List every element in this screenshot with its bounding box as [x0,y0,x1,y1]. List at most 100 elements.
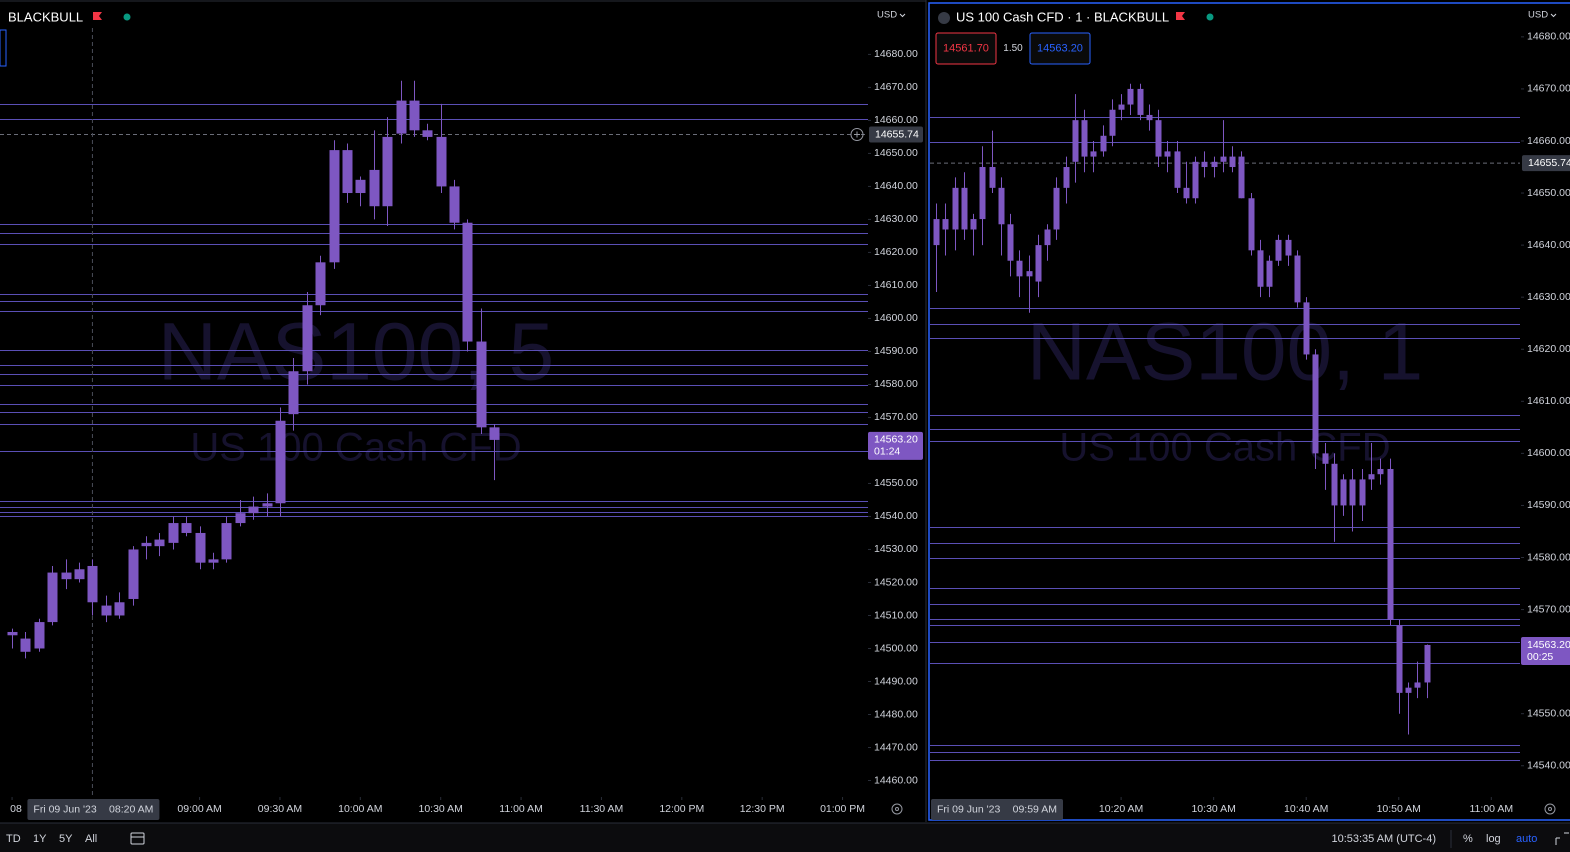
watermark-subtitle: US 100 Cash CFD [1059,426,1390,470]
y-tick-label: 14540.00 [874,510,918,522]
candle-body [1044,229,1051,246]
candle-body [1192,161,1199,199]
y-tick-label: 14610.00 [874,279,918,291]
candle-body [315,262,326,306]
y-tick-label: 14660.00 [1527,135,1570,147]
y-tick-label: 14550.00 [874,477,918,489]
chart-title: BLACKBULL [8,9,83,24]
crosshair-time-box [931,799,1063,820]
y-tick-label: 14570.00 [874,411,918,423]
y-tick-label: 14680.00 [1527,31,1570,43]
candle-body [74,569,85,580]
y-tick-label: 14670.00 [1527,83,1570,95]
currency-caret[interactable] [899,13,906,18]
last-price-box [1521,636,1570,665]
range-button[interactable]: All [85,833,97,845]
y-tick-label: 14460.00 [874,774,918,786]
candle-body [1072,120,1079,162]
candle-body [1211,161,1218,168]
ask-box[interactable] [1029,32,1091,65]
crosshair-time: 09:59 AM [1013,803,1057,815]
y-tick-label: 14590.00 [1527,499,1570,511]
scale-button[interactable]: log [1486,833,1501,845]
candle-body [168,523,179,543]
candle-body [235,513,246,524]
y-tick-label: 14570.00 [1527,603,1570,615]
candle-body [1137,88,1144,115]
x-tick-label: 11:30 AM [580,803,624,815]
candle-body [1414,682,1421,688]
y-tick-label: 14600.00 [1527,447,1570,459]
y-tick-label: 14680.00 [874,48,918,60]
candle-body [1063,167,1070,188]
y-tick-label: 14470.00 [874,741,918,753]
add-alert-icon[interactable] [850,127,864,141]
y-tick-label: 14630.00 [874,213,918,225]
bid-price[interactable]: 14561.70 [943,42,989,54]
candle-body [87,565,98,603]
candle-body [369,169,380,207]
candle-body [1349,479,1356,506]
x-tick-label: 10:00 AM [338,803,382,815]
settings-icon[interactable] [1544,803,1556,815]
bid-box[interactable] [935,32,997,65]
add-alert-icon[interactable] [854,131,860,138]
candle-body [382,136,393,207]
range-button[interactable]: 1Y [33,833,47,845]
candle-body [329,150,340,263]
x-tick-label: 12:30 PM [740,803,785,815]
candle-body [114,602,125,616]
spread: 1.50 [1003,43,1023,54]
candle-body [1035,245,1042,282]
x-tick-label: 09:00 AM [177,803,221,815]
candle-body [1090,151,1097,157]
crosshair-price-label: 14655.74 [1528,157,1570,169]
range-button[interactable]: TD [6,833,21,845]
candle-body [262,503,273,507]
candle-body [1238,156,1245,199]
x-tick-label: 10:20 AM [1099,803,1143,815]
x-tick-label: 08 [10,803,22,815]
candle-body [1007,224,1014,261]
currency[interactable]: USD [877,10,897,21]
settings-icon[interactable] [891,803,903,815]
y-tick-label: 14650.00 [1527,187,1570,199]
y-tick-label: 14520.00 [874,576,918,588]
crosshair-time-box [27,799,160,820]
candle-body [7,631,18,636]
y-tick-label: 14600.00 [874,312,918,324]
date-range-icon[interactable] [130,832,145,845]
x-tick-label: 10:50 AM [1377,803,1421,815]
range-button[interactable]: 5Y [59,833,73,845]
candle-body [1164,151,1171,157]
y-tick-label: 14580.00 [874,378,918,390]
side-tab[interactable] [0,29,7,67]
candle-body [933,219,940,246]
flag-icon[interactable] [93,12,102,20]
candle-body [1229,156,1236,168]
ask-price[interactable]: 14563.20 [1037,42,1083,54]
candle-body [355,179,366,194]
scale-button[interactable]: auto [1516,833,1537,845]
currency[interactable]: USD [1528,10,1548,21]
y-tick-label: 14540.00 [1527,760,1570,772]
candle-body [20,638,31,652]
candle-body [248,506,259,514]
candle-body [275,420,286,504]
candle-body [1081,120,1088,157]
candle-body [989,167,996,188]
candle-body [302,305,313,372]
plot-area: NAS100, 5 US 100 Cash CFD [0,28,868,797]
candle-body [1026,271,1033,277]
candle-body [998,187,1005,225]
candle-body [195,532,206,563]
scale-button[interactable]: % [1463,833,1473,845]
y-tick-label: 14640.00 [874,180,918,192]
x-tick-label: 09:30 AM [258,803,302,815]
fullscreen-icon[interactable] [1555,832,1569,845]
candle-body [1368,474,1375,480]
currency-caret[interactable] [1550,13,1557,18]
flag-icon[interactable] [1176,12,1185,20]
y-tick-label: 14530.00 [874,543,918,555]
candle-body [1127,88,1134,105]
